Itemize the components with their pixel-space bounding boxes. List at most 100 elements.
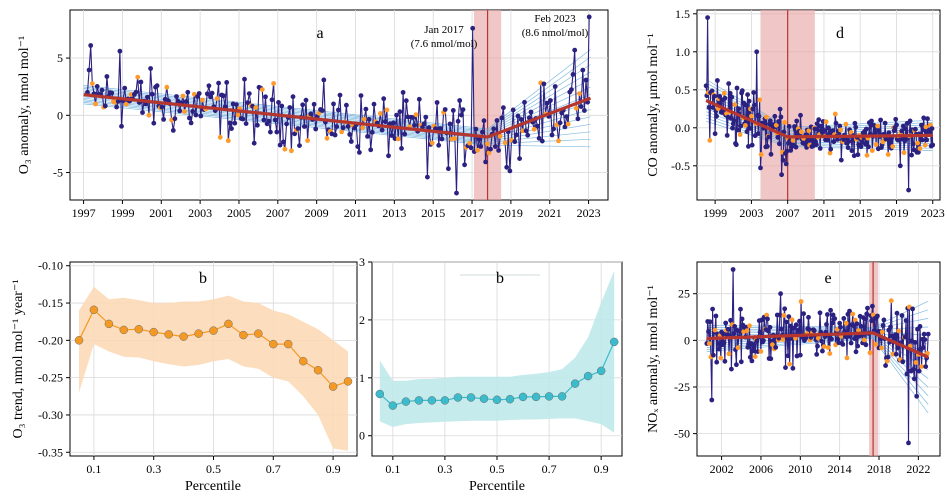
data-point xyxy=(821,127,827,133)
data-point-highlight xyxy=(726,351,732,357)
data-point xyxy=(263,94,268,100)
tick-label-x: 2014 xyxy=(828,462,852,476)
data-point xyxy=(722,358,728,364)
data-point xyxy=(272,117,278,123)
data-point xyxy=(504,164,510,170)
data-point xyxy=(572,47,578,53)
data-point xyxy=(434,100,440,105)
data-point xyxy=(379,127,385,133)
data-point xyxy=(754,49,760,55)
data-point xyxy=(713,313,719,319)
data-point xyxy=(829,320,835,326)
data-point xyxy=(476,136,482,142)
tick-label-x: 0.1 xyxy=(385,462,400,476)
percentile-point xyxy=(375,389,385,399)
data-point-highlight xyxy=(827,351,833,356)
data-point xyxy=(403,98,409,104)
data-point-highlight xyxy=(565,121,571,127)
data-point xyxy=(900,359,906,365)
data-point xyxy=(399,146,404,151)
data-point xyxy=(906,187,911,193)
tick-label-x: 2017 xyxy=(460,206,484,220)
data-point xyxy=(838,157,844,163)
data-point xyxy=(355,144,361,150)
percentile-point xyxy=(104,319,114,329)
percentile-point xyxy=(570,379,580,388)
data-point xyxy=(831,139,837,145)
data-point xyxy=(756,113,762,119)
tick-label-x: 2021 xyxy=(538,206,562,220)
data-point xyxy=(841,316,847,321)
data-point xyxy=(830,312,836,318)
data-point xyxy=(242,76,247,82)
data-point xyxy=(302,124,307,129)
data-point xyxy=(751,348,756,354)
data-point xyxy=(793,144,799,150)
data-point xyxy=(352,125,357,131)
data-point-highlight xyxy=(573,105,579,111)
data-point xyxy=(893,332,898,338)
data-point-highlight xyxy=(484,141,490,147)
data-point xyxy=(881,317,887,323)
percentile-point xyxy=(609,337,619,347)
panel-e-breakpoint-band xyxy=(869,262,879,456)
panel-a-label: a xyxy=(316,25,323,42)
data-point xyxy=(245,100,251,106)
data-point xyxy=(473,126,479,132)
data-point-highlight xyxy=(838,127,843,133)
data-point xyxy=(229,126,234,131)
data-point-highlight xyxy=(577,91,582,96)
tick-label-x: 0.9 xyxy=(326,462,341,476)
data-point xyxy=(852,336,857,341)
data-point xyxy=(483,159,488,165)
data-point xyxy=(903,126,908,132)
percentile-point xyxy=(164,330,173,339)
data-point xyxy=(460,107,466,112)
data-point xyxy=(797,318,802,324)
ensemble-line xyxy=(706,337,929,405)
data-point-highlight xyxy=(757,97,763,103)
data-point xyxy=(743,102,749,108)
data-point xyxy=(747,125,753,131)
data-point xyxy=(888,324,893,330)
data-point xyxy=(300,102,306,108)
data-point-highlight xyxy=(706,341,712,346)
data-point xyxy=(925,116,930,122)
data-point xyxy=(921,331,927,337)
data-point-highlight xyxy=(867,350,873,356)
data-point xyxy=(321,77,327,83)
data-point xyxy=(851,153,857,159)
data-point xyxy=(737,329,742,334)
data-point xyxy=(729,366,734,372)
data-point xyxy=(161,117,167,122)
percentile-point xyxy=(505,394,515,404)
data-point xyxy=(816,117,822,123)
data-point xyxy=(733,142,739,148)
tick-label-y: -0.25 xyxy=(38,371,63,385)
data-point-highlight xyxy=(707,138,713,143)
percentile-point xyxy=(209,326,218,335)
tick-label-x: 2011 xyxy=(344,206,368,220)
data-point xyxy=(276,100,281,105)
data-point-highlight xyxy=(180,93,186,99)
data-point-highlight xyxy=(888,298,894,304)
annotation-jan-2017: Jan 2017 (7.6 nmol/mol) xyxy=(411,24,478,50)
data-point-highlight xyxy=(378,111,383,116)
data-point xyxy=(739,316,745,322)
data-point-highlight xyxy=(758,349,764,354)
data-point xyxy=(883,363,888,368)
tick-label-x: 2013 xyxy=(382,206,406,220)
data-point-highlight xyxy=(758,152,764,157)
data-point xyxy=(319,108,325,113)
data-point xyxy=(746,98,752,104)
data-point xyxy=(190,109,196,114)
data-point-highlight xyxy=(486,150,492,156)
data-point xyxy=(552,84,558,89)
data-point-highlight xyxy=(764,312,770,318)
data-point xyxy=(757,329,763,335)
data-point xyxy=(457,98,463,103)
tick-label-y: 0 xyxy=(57,108,63,122)
data-point-highlight xyxy=(749,113,754,119)
data-point xyxy=(402,131,408,137)
data-point xyxy=(776,119,781,124)
